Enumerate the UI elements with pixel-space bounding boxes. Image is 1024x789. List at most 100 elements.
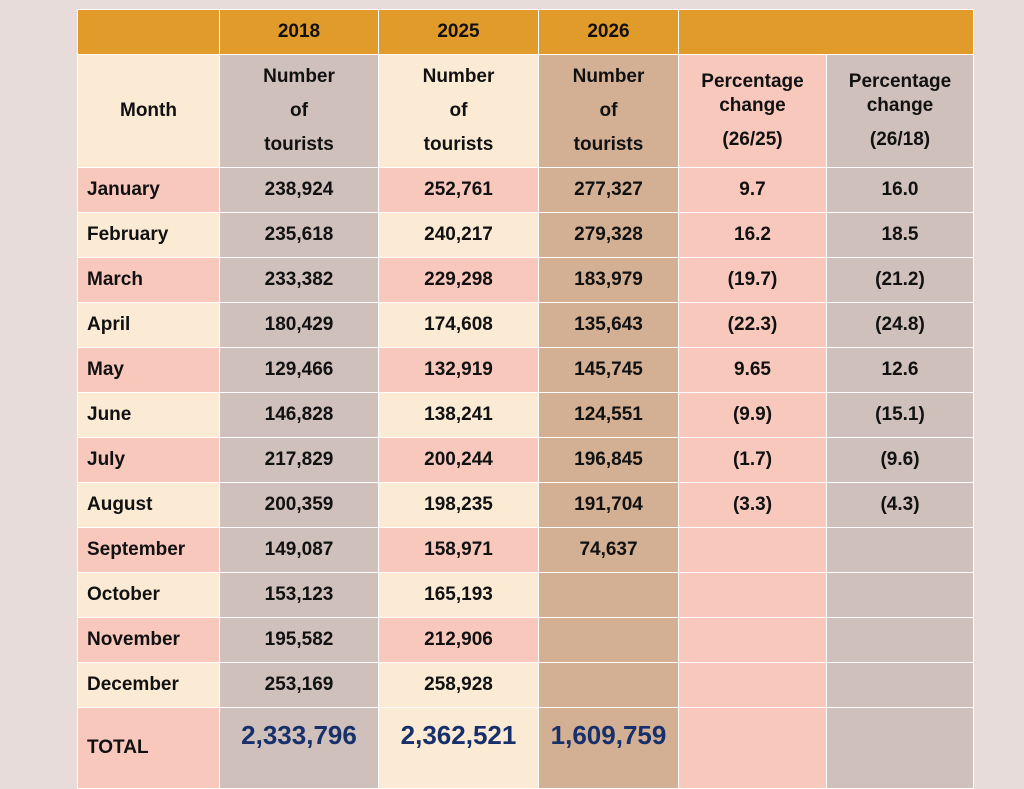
pct-change-26-18-cell: (9.6) — [826, 437, 974, 483]
tourists-2025-cell: 132,919 — [378, 347, 539, 393]
total-row: TOTAL 2,333,796 2,362,521 1,609,759 — [77, 707, 974, 789]
tourists-header-line: Number — [572, 66, 645, 87]
tourist-arrivals-table: 2018 2025 2026 Month Number of tourists … — [77, 9, 974, 789]
table-row: February 235,618 240,217 279,328 16.2 18.5 — [77, 212, 974, 258]
tourists-2026-cell: 74,637 — [538, 527, 679, 573]
table-row: March 233,382 229,298 183,979 (19.7) (21.2) — [77, 257, 974, 303]
table-row: January 238,924 252,761 277,327 9.7 16.0 — [77, 167, 974, 213]
tourists-2025-cell: 165,193 — [378, 572, 539, 618]
tourists-header-line: tourists — [423, 134, 494, 155]
tourists-2018-cell: 195,582 — [219, 617, 379, 663]
tourists-2026-cell: 124,551 — [538, 392, 679, 438]
pct-change-26-18-cell: (4.3) — [826, 482, 974, 528]
pct-change-26-18-cell — [826, 572, 974, 618]
pct-change-26-25-cell — [678, 617, 827, 663]
total-2025: 2,362,521 — [378, 707, 539, 789]
year-header-2025: 2025 — [378, 9, 539, 55]
tourists-header-line: Number — [263, 66, 335, 87]
pct-header-line: (26/18) — [869, 129, 931, 150]
table-row: December 253,169 258,928 — [77, 662, 974, 708]
tourists-2018-cell: 238,924 — [219, 167, 379, 213]
month-cell: July — [77, 437, 220, 483]
tourists-2025-cell: 229,298 — [378, 257, 539, 303]
tourists-2026-cell — [538, 572, 679, 618]
month-cell: January — [77, 167, 220, 213]
pct-change-26-25-cell: (3.3) — [678, 482, 827, 528]
pct-change-26-25-cell — [678, 527, 827, 573]
tourists-header-line: of — [449, 100, 468, 121]
month-cell: September — [77, 527, 220, 573]
pct-change-26-18-cell: 16.0 — [826, 167, 974, 213]
month-cell: March — [77, 257, 220, 303]
tourists-2018-cell: 200,359 — [219, 482, 379, 528]
table-row: June 146,828 138,241 124,551 (9.9) (15.1) — [77, 392, 974, 438]
year-header-blank — [77, 9, 220, 55]
tourists-2025-cell: 138,241 — [378, 392, 539, 438]
tourists-2026-cell: 279,328 — [538, 212, 679, 258]
total-2026: 1,609,759 — [538, 707, 679, 789]
total-2018: 2,333,796 — [219, 707, 379, 789]
pct-header-line: (26/25) — [722, 129, 783, 150]
year-header-pct-blank — [678, 9, 974, 55]
tourists-2025-cell: 240,217 — [378, 212, 539, 258]
table-row: July 217,829 200,244 196,845 (1.7) (9.6) — [77, 437, 974, 483]
tourists-header-line: Number — [422, 66, 495, 87]
pct-change-26-25-cell: (19.7) — [678, 257, 827, 303]
pct-change-26-25-cell: 9.7 — [678, 167, 827, 213]
total-pct-26-18 — [826, 707, 974, 789]
month-cell: November — [77, 617, 220, 663]
year-header-2026: 2026 — [538, 9, 679, 55]
pct-change-26-18-cell — [826, 617, 974, 663]
tourists-header-line: of — [290, 100, 308, 121]
pct-change-26-25-cell — [678, 572, 827, 618]
table-row: May 129,466 132,919 145,745 9.65 12.6 — [77, 347, 974, 393]
tourists-2018-cell: 129,466 — [219, 347, 379, 393]
month-cell: February — [77, 212, 220, 258]
pct-header-line: change — [866, 95, 934, 116]
pct-change-26-18-cell — [826, 527, 974, 573]
tourists-2026-cell: 135,643 — [538, 302, 679, 348]
pct-change-26-18-cell: (21.2) — [826, 257, 974, 303]
pct-change-26-18-cell: (24.8) — [826, 302, 974, 348]
pct-change-26-18-cell: 12.6 — [826, 347, 974, 393]
month-cell: May — [77, 347, 220, 393]
pct-header-line: Percentage — [848, 71, 952, 92]
tourists-2025-cell: 198,235 — [378, 482, 539, 528]
tourists-2018-cell: 153,123 — [219, 572, 379, 618]
tourists-header-2025: Number of tourists — [378, 54, 539, 168]
pct-change-26-25-cell: 16.2 — [678, 212, 827, 258]
tourism-table-container: 2018 2025 2026 Month Number of tourists … — [77, 9, 974, 789]
year-header-row: 2018 2025 2026 — [77, 9, 974, 55]
tourists-header-line: tourists — [573, 134, 644, 155]
tourists-2026-cell — [538, 617, 679, 663]
tourists-2026-cell: 191,704 — [538, 482, 679, 528]
month-cell: June — [77, 392, 220, 438]
tourists-2025-cell: 212,906 — [378, 617, 539, 663]
tourists-2018-cell: 233,382 — [219, 257, 379, 303]
table-row: September 149,087 158,971 74,637 — [77, 527, 974, 573]
pct-header-line: Percentage — [701, 71, 804, 92]
total-label: TOTAL — [77, 707, 220, 789]
month-cell: December — [77, 662, 220, 708]
tourists-2025-cell: 252,761 — [378, 167, 539, 213]
month-cell: August — [77, 482, 220, 528]
table-row: August 200,359 198,235 191,704 (3.3) (4.3) — [77, 482, 974, 528]
table-row: October 153,123 165,193 — [77, 572, 974, 618]
total-pct-26-25 — [678, 707, 827, 789]
pct-change-26-25-cell: (22.3) — [678, 302, 827, 348]
year-header-2018: 2018 — [219, 9, 379, 55]
pct-change-26-25-header: Percentage change (26/25) — [678, 54, 827, 168]
tourists-2025-cell: 174,608 — [378, 302, 539, 348]
pct-change-26-18-cell: (15.1) — [826, 392, 974, 438]
month-cell: April — [77, 302, 220, 348]
tourists-2018-cell: 180,429 — [219, 302, 379, 348]
month-header: Month — [77, 54, 220, 168]
month-cell: October — [77, 572, 220, 618]
tourists-2018-cell: 146,828 — [219, 392, 379, 438]
pct-change-26-18-header: Percentage change (26/18) — [826, 54, 974, 168]
tourists-header-line: tourists — [264, 134, 334, 155]
tourists-header-2026: Number of tourists — [538, 54, 679, 168]
pct-change-26-18-cell: 18.5 — [826, 212, 974, 258]
tourists-2018-cell: 217,829 — [219, 437, 379, 483]
tourists-2026-cell: 145,745 — [538, 347, 679, 393]
